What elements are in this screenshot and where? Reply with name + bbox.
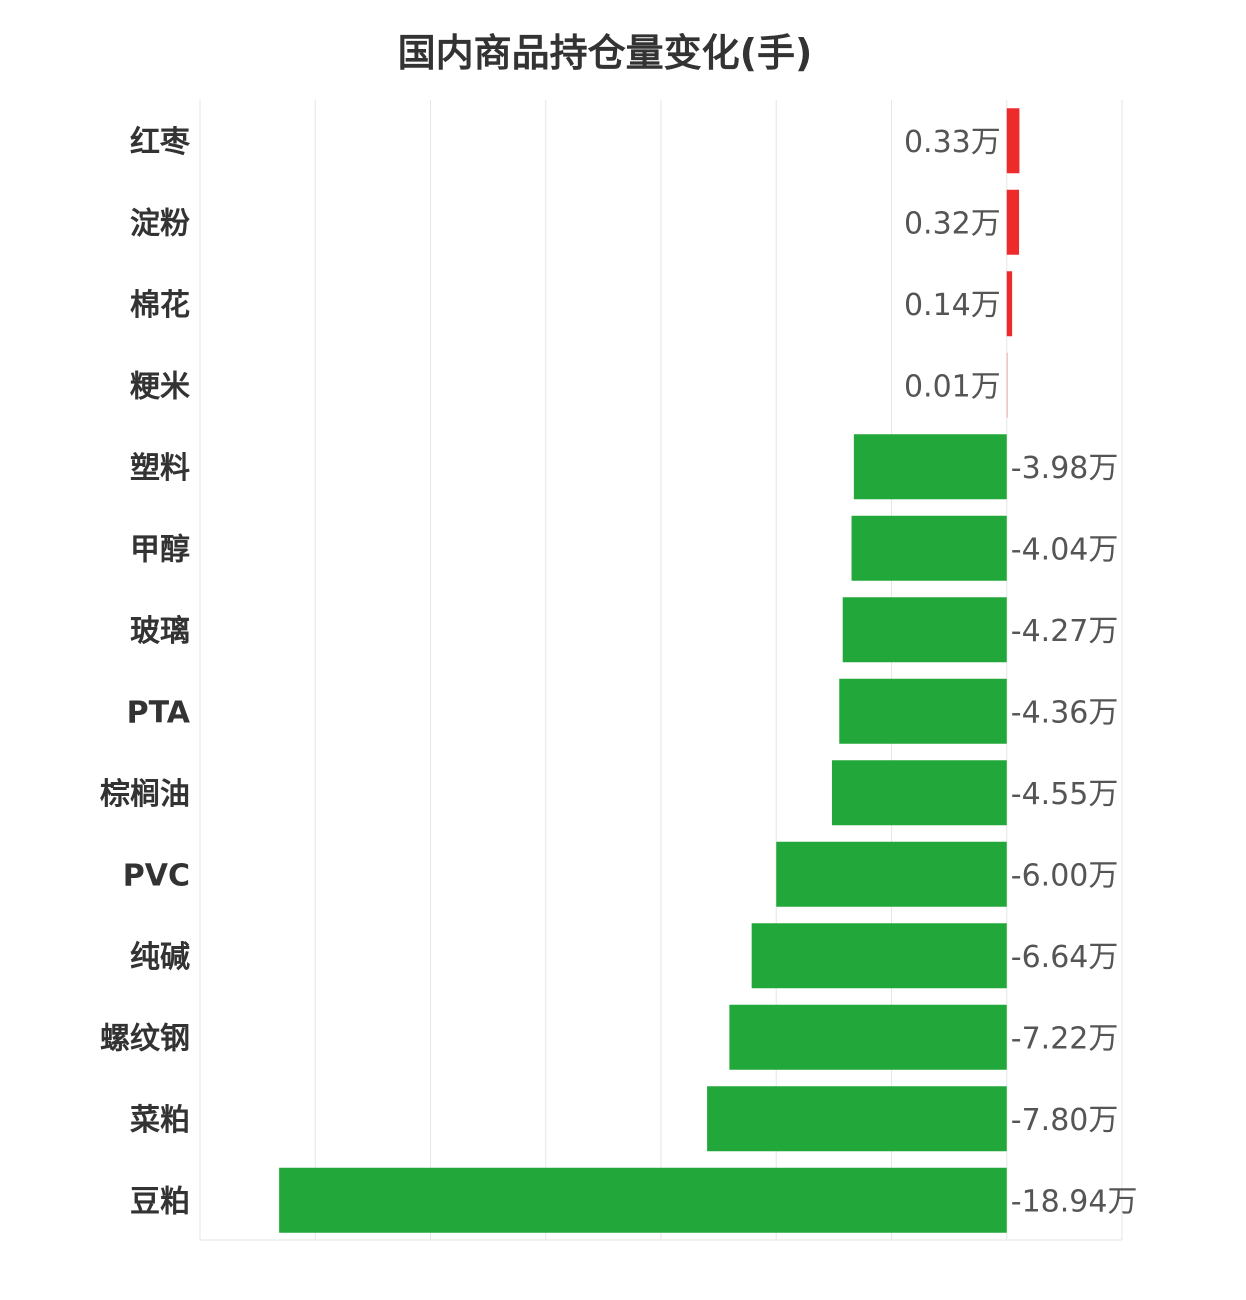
data-label: -4.27万 xyxy=(1011,614,1119,649)
category-label: 棕榈油 xyxy=(100,777,190,812)
bar xyxy=(776,841,1007,907)
category-label: 纯碱 xyxy=(130,940,190,975)
bar xyxy=(1006,108,1020,174)
chart-title: 国内商品持仓量变化(手) xyxy=(397,31,813,75)
bar xyxy=(831,760,1007,826)
bar xyxy=(1006,352,1008,418)
category-label: 玻璃 xyxy=(130,614,190,649)
data-label: -7.22万 xyxy=(1011,1021,1119,1056)
bar xyxy=(842,597,1007,663)
data-label: -6.00万 xyxy=(1011,858,1119,893)
value-labels: 0.33万 0.32万 0.14万 0.01万 -3.98万 -4.04万 -4.27万 -4… xyxy=(904,125,1138,1220)
bar xyxy=(851,515,1007,581)
data-label: 0.14万 xyxy=(904,288,1001,323)
bar xyxy=(1006,271,1013,337)
category-label: 菜粕 xyxy=(130,1103,190,1138)
data-label: -3.98万 xyxy=(1011,451,1119,486)
category-label: 塑料 xyxy=(130,451,190,486)
data-label: -18.94万 xyxy=(1011,1184,1138,1219)
category-label: PTA xyxy=(127,695,191,730)
data-label: -4.55万 xyxy=(1011,777,1119,812)
bar xyxy=(751,923,1007,989)
category-label: 甲醇 xyxy=(130,532,190,567)
bar xyxy=(707,1086,1007,1152)
data-label: -4.04万 xyxy=(1011,532,1119,567)
data-label: -4.36万 xyxy=(1011,695,1119,730)
category-label: PVC xyxy=(123,858,190,893)
category-label: 豆粕 xyxy=(130,1184,190,1219)
data-label: 0.01万 xyxy=(904,369,1001,404)
category-label: 淀粉 xyxy=(130,206,190,241)
bar xyxy=(839,678,1007,744)
category-label: 红枣 xyxy=(130,125,191,160)
category-label: 螺纹钢 xyxy=(100,1021,190,1056)
data-label: -6.64万 xyxy=(1011,940,1119,975)
data-label: 0.32万 xyxy=(904,206,1001,241)
data-label: 0.33万 xyxy=(904,125,1001,160)
category-label: 粳米 xyxy=(130,369,190,404)
bar xyxy=(279,1167,1007,1233)
bars xyxy=(279,108,1020,1233)
bar xyxy=(853,434,1007,500)
bar xyxy=(729,1004,1007,1070)
data-label: -7.80万 xyxy=(1011,1103,1119,1138)
category-label: 棉花 xyxy=(130,288,190,323)
bar xyxy=(1006,189,1020,255)
